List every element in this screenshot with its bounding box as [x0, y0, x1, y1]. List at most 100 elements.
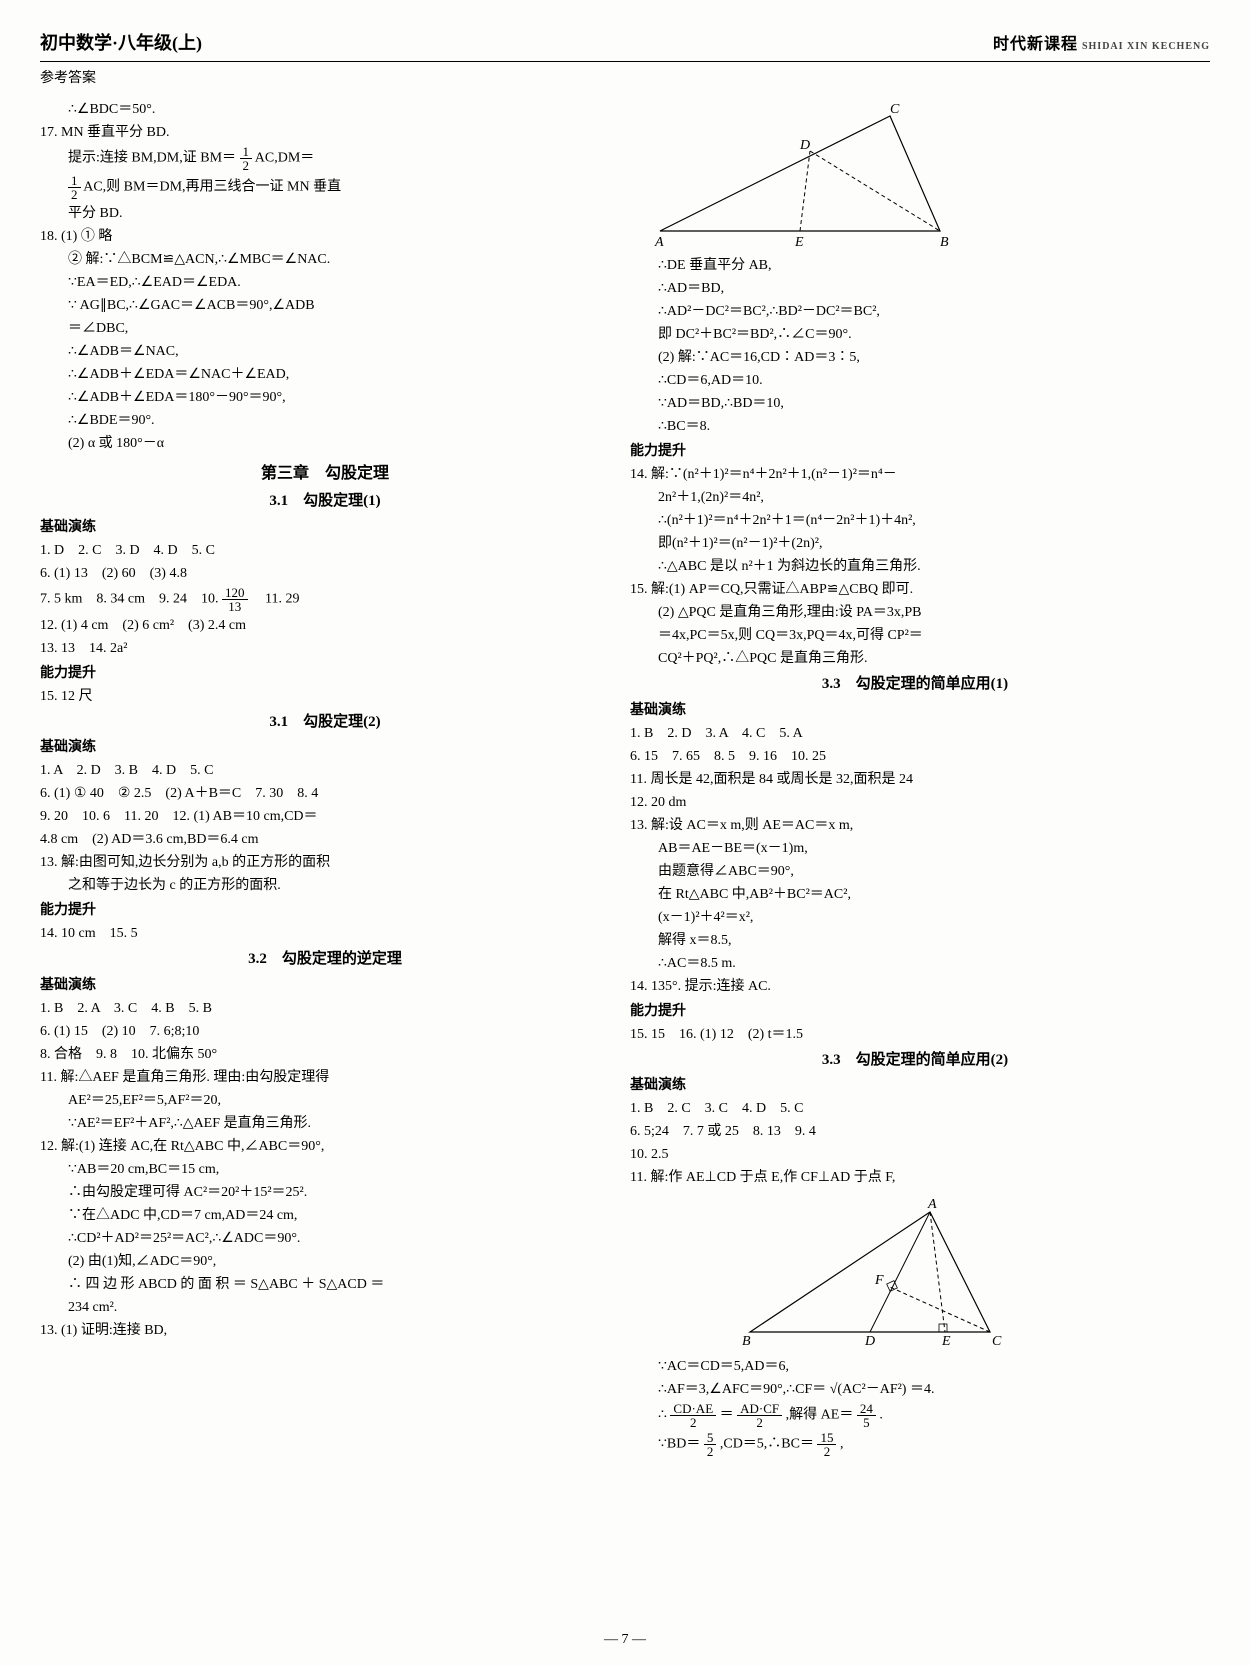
- right-angle-mark: [887, 1281, 898, 1292]
- chapter-title: 第三章 勾股定理: [40, 462, 610, 486]
- page-header: 初中数学·八年级(上) 时代新课程SHIDAI XIN KECHENG: [40, 30, 1210, 62]
- text-line: 平分 BD.: [40, 203, 610, 224]
- text-line: 17. MN 垂直平分 BD.: [40, 122, 610, 143]
- text-line: 1. D 2. C 3. D 4. D 5. C: [40, 540, 610, 561]
- fraction: 152: [817, 1431, 836, 1458]
- header-left: 初中数学·八年级(上): [40, 30, 202, 57]
- page: 初中数学·八年级(上) 时代新课程SHIDAI XIN KECHENG 参考答案…: [0, 0, 1250, 1665]
- text-line: 6. (1) 15 (2) 10 7. 6;8;10: [40, 1021, 610, 1042]
- vertex-label: D: [799, 138, 810, 153]
- denominator: 2: [704, 1445, 717, 1458]
- text-line: CQ²＋PQ²,∴△PQC 是直角三角形.: [630, 648, 1200, 669]
- text: 7. 5 km 8. 34 cm 9. 24 10.: [40, 591, 222, 606]
- text-line: 13. 解:设 AC＝x m,则 AE＝AC＝x m,: [630, 815, 1200, 836]
- text-line: 在 Rt△ABC 中,AB²＋BC²＝AC²,: [630, 884, 1200, 905]
- brand-name: 时代新课程: [993, 36, 1078, 53]
- text-line: 解得 x＝8.5,: [630, 930, 1200, 951]
- text-line: ∵在△ADC 中,CD＝7 cm,AD＝24 cm,: [40, 1205, 610, 1226]
- vertex-label: A: [927, 1197, 937, 1212]
- text-line: ∵ AG∥BC,∴∠GAC＝∠ACB＝90°,∠ADB: [40, 295, 610, 316]
- root-expr: √(AC²－AF²): [830, 1382, 907, 1397]
- numerator: 1: [240, 145, 253, 159]
- text-line: AB＝AE－BE＝(x－1)m,: [630, 838, 1200, 859]
- text-line: ∴(n²＋1)²＝n⁴＋2n²＋1＝(n⁴－2n²＋1)＋4n²,: [630, 510, 1200, 531]
- numerator: 15: [817, 1431, 836, 1445]
- text-line: 8. 合格 9. 8 10. 北偏东 50°: [40, 1044, 610, 1065]
- right-column: A B C D E ∴DE 垂直平分 AB, ∴ A D ＝ B D, ∴AD²－DC²＝…: [630, 97, 1200, 1460]
- text: ∴: [658, 1408, 667, 1423]
- text: ＝: [720, 1408, 734, 1423]
- text-line: 18. (1) ① 略: [40, 226, 610, 247]
- text-line: (2) 由(1)知,∠ADC＝90°,: [40, 1251, 610, 1272]
- text-line: (x－1)²＋4²＝x²,: [630, 907, 1200, 928]
- text-line: 提示:连接 BM,DM,证 BM＝ 12 AC,DM＝: [40, 145, 610, 172]
- text-line: ∴∠ADB＋∠EDA＝∠NAC＋∠EAD,: [40, 364, 610, 385]
- text-line: ∴AC＝8.5 m.: [630, 953, 1200, 974]
- fraction: 52: [704, 1431, 717, 1458]
- text-line: 1. A 2. D 3. B 4. D 5. C: [40, 760, 610, 781]
- text-line: 6. (1) ① 40 ② 2.5 (2) A＋B＝C 7. 30 8. 4: [40, 783, 610, 804]
- numerator: 1: [68, 174, 81, 188]
- vertex-label: F: [874, 1273, 884, 1288]
- section-title: 3.1 勾股定理(1): [40, 490, 610, 513]
- vertex-label: B: [940, 235, 949, 250]
- text-line: 12. 解:(1) 连接 AC,在 Rt△ABC 中,∠ABC＝90°,: [40, 1136, 610, 1157]
- text-line: 6. (1) 13 (2) 60 (3) 4.8: [40, 563, 610, 584]
- text-line: 由题意得∠ABC＝90°,: [630, 861, 1200, 882]
- text-line: 1. B 2. D 3. A 4. C 5. A: [630, 723, 1200, 744]
- text-line: 11. 周长是 42,面积是 84 或周长是 32,面积是 24: [630, 769, 1200, 790]
- text-line: ∴由勾股定理可得 AC²＝20²＋15²＝25².: [40, 1182, 610, 1203]
- text-line: 11. 解:作 AE⊥CD 于点 E,作 CF⊥AD 于点 F,: [630, 1167, 1200, 1188]
- denominator: 2: [240, 159, 253, 172]
- line-DA: [870, 1212, 930, 1332]
- text: AC,则 BM＝DM,再用三线合一证 MN 垂直: [83, 180, 341, 195]
- text-line: ∴DE 垂直平分 AB,: [630, 255, 1200, 276]
- text: ,: [840, 1437, 844, 1452]
- numerator: CD·AE: [670, 1402, 716, 1416]
- content-columns: ∴∠BDC＝50°. 17. MN 垂直平分 BD. 提示:连接 BM,DM,证…: [40, 97, 1210, 1460]
- text-line: 6. 15 7. 65 8. 5 9. 16 10. 25: [630, 746, 1200, 767]
- text-line: ∴△ABC 是以 n²＋1 为斜边长的直角三角形.: [630, 556, 1200, 577]
- text-line: 即 DC²＋BC²＝BD²,∴∠C＝90°.: [630, 324, 1200, 345]
- text-line: ② 解:∵△BCM≌△ACN,∴∠MBC＝∠NAC.: [40, 249, 610, 270]
- triangle-diagram-1: A B C D E: [630, 101, 970, 251]
- text-line: ∴AD²－DC²＝BC²,∴BD²－DC²＝BC²,: [630, 301, 1200, 322]
- text: ∴AF＝3,∠AFC＝90°,∴CF＝: [658, 1382, 826, 1397]
- text-line: ∵AD＝BD,∴BD＝10,: [630, 393, 1200, 414]
- denominator: 2: [68, 188, 81, 201]
- text-line: 13. 13 14. 2a²: [40, 638, 610, 659]
- vertex-label: B: [742, 1334, 751, 1349]
- page-number: — 7 —: [0, 1629, 1250, 1650]
- text-line: 15. 15 16. (1) 12 (2) t＝1.5: [630, 1024, 1200, 1045]
- text: ∵BD＝: [658, 1437, 700, 1452]
- text-line: ∵AE²＝EF²＋AF²,∴△AEF 是直角三角形.: [40, 1113, 610, 1134]
- numerator: 5: [704, 1431, 717, 1445]
- text-line: 12. 20 dm: [630, 792, 1200, 813]
- text-line: (2) 解:∵AC＝16,CD∶AD＝3∶5,: [630, 347, 1200, 368]
- text-line: ∴ CD·AE2 ＝ AD·CF2 ,解得 AE＝ 245 .: [630, 1402, 1200, 1429]
- vertex-label: D: [864, 1334, 875, 1349]
- section-head: 基础演练: [630, 700, 1200, 721]
- text-line: ∴CD＝6,AD＝10.: [630, 370, 1200, 391]
- dashed-line-AE: [930, 1212, 945, 1332]
- text-line: 14. 135°. 提示:连接 AC.: [630, 976, 1200, 997]
- text-line: 2n²＋1,(2n)²＝4n²,: [630, 487, 1200, 508]
- section-title: 3.2 勾股定理的逆定理: [40, 948, 610, 971]
- section-head: 能力提升: [40, 663, 610, 684]
- denominator: 13: [222, 600, 248, 613]
- text: ,CD＝5,∴BC＝: [720, 1437, 814, 1452]
- text-line: (2) △PQC 是直角三角形,理由:设 PA＝3x,PB: [630, 602, 1200, 623]
- section-title: 3.3 勾股定理的简单应用(2): [630, 1049, 1200, 1072]
- text: 提示:连接 BM,DM,证 BM＝: [68, 151, 236, 166]
- text-line: 15. 解:(1) AP＝CQ,只需证△ABP≌△CBQ 即可.: [630, 579, 1200, 600]
- vertex-label: E: [794, 235, 804, 250]
- section-head: 基础演练: [40, 737, 610, 758]
- vertex-label: C: [992, 1334, 1002, 1349]
- fraction-half: 12: [68, 174, 81, 201]
- text-line: 9. 20 10. 6 11. 20 12. (1) AB＝10 cm,CD＝: [40, 806, 610, 827]
- numerator: AD·CF: [737, 1402, 782, 1416]
- text: .: [879, 1408, 883, 1423]
- text-line: 14. 解:∵(n²＋1)²＝n⁴＋2n²＋1,(n²－1)²＝n⁴－: [630, 464, 1200, 485]
- subheader: 参考答案: [40, 68, 1210, 89]
- fraction: 12013: [222, 586, 248, 613]
